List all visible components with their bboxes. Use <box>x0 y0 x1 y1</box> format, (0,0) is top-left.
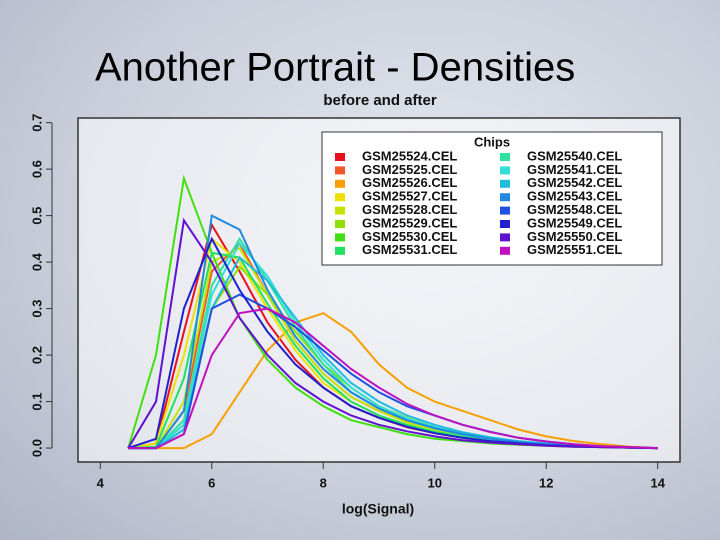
chart-title: before and after <box>323 92 437 109</box>
x-tick-label: 14 <box>650 475 665 490</box>
y-tick-label: 0.3 <box>29 300 44 318</box>
legend-swatch <box>500 246 510 255</box>
x-axis-label: log(Signal) <box>342 501 414 517</box>
legend-swatch <box>335 193 345 202</box>
legend-label: GSM25549.CEL <box>527 215 622 230</box>
legend-label: GSM25551.CEL <box>527 242 622 257</box>
legend-label: GSM25550.CEL <box>527 229 622 244</box>
legend-label: GSM25542.CEL <box>527 175 622 190</box>
y-tick-label: 0.5 <box>29 207 44 225</box>
legend-label: GSM25540.CEL <box>527 148 622 163</box>
x-tick-label: 8 <box>320 475 327 490</box>
legend-swatch <box>335 153 345 161</box>
y-tick-label: 0.1 <box>29 393 44 411</box>
legend-title: Chips <box>474 134 510 149</box>
y-tick-label: 0.7 <box>29 114 44 132</box>
legend-label: GSM25541.CEL <box>527 162 622 177</box>
legend-label: GSM25526.CEL <box>362 175 457 190</box>
x-tick-label: 10 <box>428 475 442 490</box>
y-tick-label: 0.4 <box>29 252 44 271</box>
density-line <box>127 217 658 450</box>
legend-label: GSM25543.CEL <box>527 189 622 204</box>
legend-swatch <box>335 246 345 255</box>
x-tick-label: 12 <box>539 475 553 490</box>
legend-label: GSM25529.CEL <box>362 215 457 230</box>
legend-label: GSM25524.CEL <box>362 148 457 163</box>
y-tick-label: 0.2 <box>29 346 44 364</box>
legend-swatch <box>335 206 345 215</box>
legend-swatch <box>335 220 345 228</box>
legend-swatch <box>500 179 510 188</box>
legend-label: GSM25531.CEL <box>362 242 457 257</box>
legend-label: GSM25527.CEL <box>362 189 457 204</box>
legend-label: GSM25525.CEL <box>362 162 457 177</box>
legend-swatch <box>500 220 510 228</box>
density-line <box>128 307 658 450</box>
y-tick-label: 0.6 <box>29 160 44 178</box>
x-tick-label: 6 <box>208 475 215 490</box>
legend-swatch <box>500 153 510 161</box>
y-tick-label: 0.0 <box>29 439 44 457</box>
legend <box>321 131 663 266</box>
x-tick-label: 4 <box>97 475 105 490</box>
legend-swatch <box>500 206 510 215</box>
legend-swatch <box>500 166 510 175</box>
legend-label: GSM25530.CEL <box>362 229 457 244</box>
legend-swatch <box>335 179 345 188</box>
legend-label: GSM25528.CEL <box>362 202 457 217</box>
legend-swatch <box>500 193 510 202</box>
legend-swatch <box>500 233 510 242</box>
slide-title: Another Portrait - Densities <box>95 46 575 90</box>
legend-swatch <box>335 233 345 242</box>
legend-label: GSM25548.CEL <box>527 202 622 217</box>
density-line <box>128 312 658 450</box>
legend-swatch <box>335 166 345 175</box>
